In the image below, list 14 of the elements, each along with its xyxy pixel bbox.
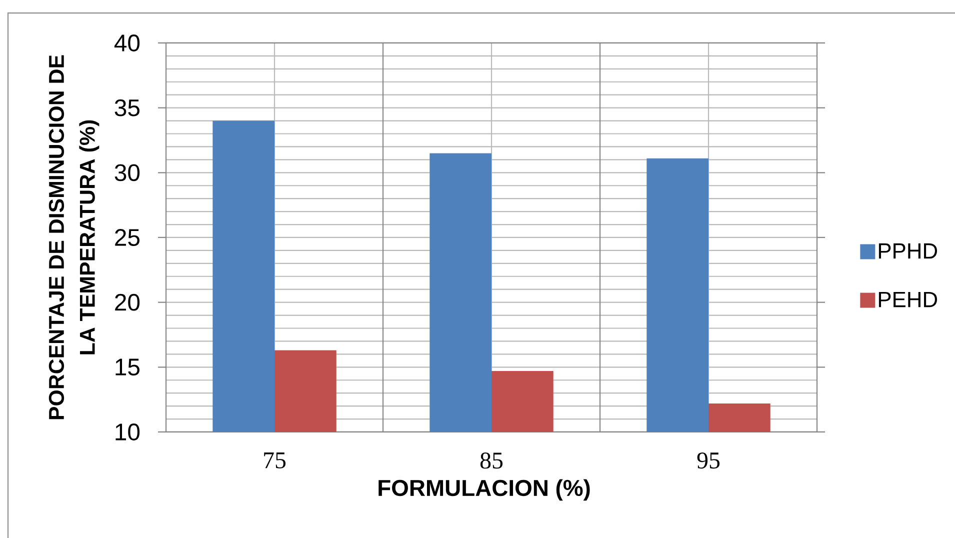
y-tick-label: 30 [114, 164, 140, 182]
y-tick-label: 20 [115, 294, 140, 311]
x-tick-label: 95 [697, 452, 720, 469]
y-tick-label: 15 [116, 358, 140, 376]
x-tick-label: 75 [264, 452, 286, 468]
x-tick-label: 85 [480, 452, 503, 469]
y-tick-label: 25 [115, 229, 140, 246]
legend-label: PEHD [878, 292, 938, 308]
y-tick-label: 35 [114, 99, 140, 116]
y-tick-label: 40 [114, 34, 140, 52]
y-axis-title: PORCENTAJE DE DISMINUCION DE LA TEMPERATURA (%) [48, 55, 100, 420]
legend-label: PPHD [878, 243, 938, 259]
x-axis-title: FORMULACION (%) [378, 479, 590, 501]
y-tick-label: 10 [116, 424, 140, 440]
